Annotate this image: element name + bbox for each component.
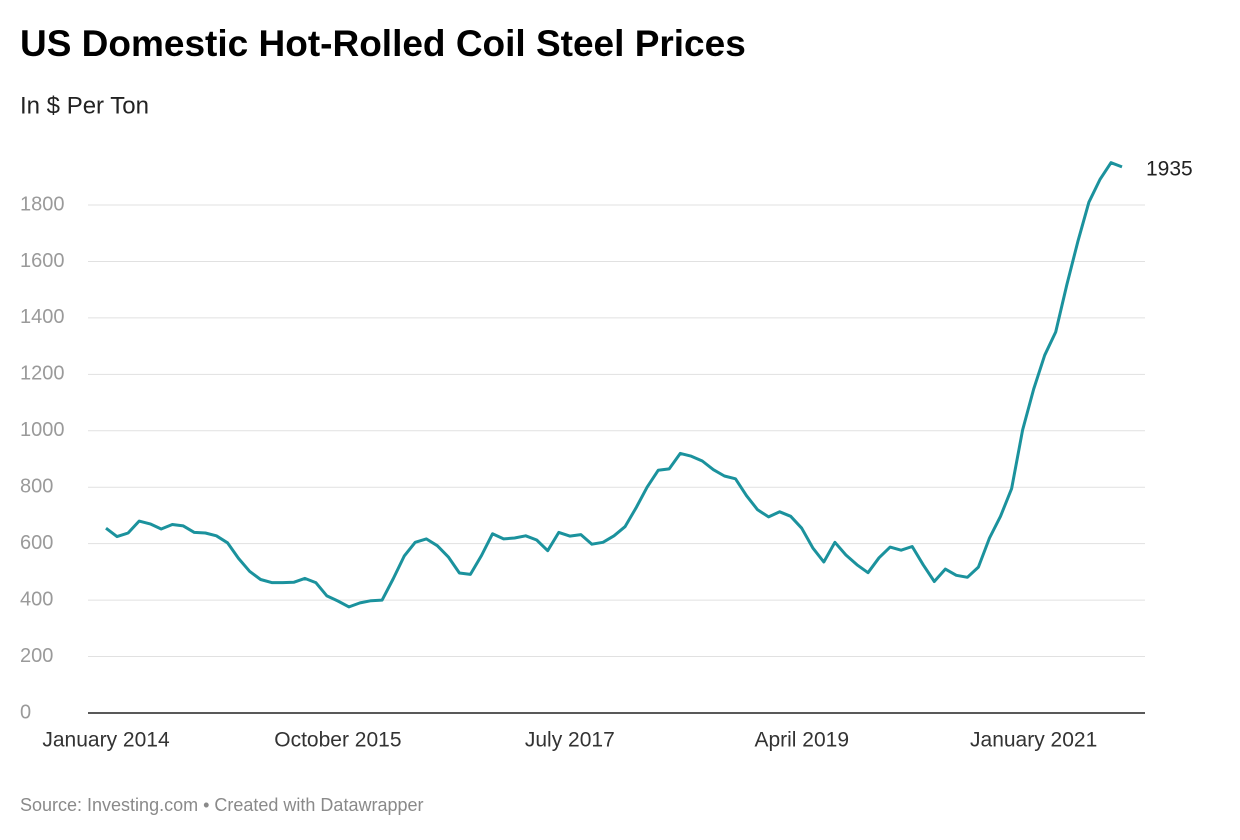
chart-subtitle: In $ Per Ton	[20, 92, 149, 119]
x-tick-label: January 2021	[970, 729, 1097, 752]
x-tick-label: January 2014	[42, 729, 170, 752]
y-tick-label: 600	[20, 532, 53, 554]
source-note: Source: Investing.com • Created with Dat…	[20, 795, 424, 815]
end-label: 1935	[1146, 157, 1193, 180]
price-line	[105, 161, 1123, 609]
y-tick-label: 1200	[20, 363, 65, 385]
x-tick-label: July 2017	[525, 729, 615, 752]
y-tick-label: 200	[20, 645, 53, 667]
y-tick-label: 400	[20, 588, 53, 610]
y-tick-label: 800	[20, 476, 53, 498]
chart-title: US Domestic Hot-Rolled Coil Steel Prices	[20, 23, 746, 64]
x-tick-label: April 2019	[754, 729, 849, 752]
y-tick-label: 1000	[20, 419, 65, 441]
y-tick-label: 1400	[20, 306, 65, 328]
y-tick-label: 0	[20, 701, 31, 723]
x-tick-label: October 2015	[274, 729, 401, 752]
y-tick-label: 1600	[20, 250, 65, 272]
y-tick-label: 1800	[20, 193, 65, 215]
